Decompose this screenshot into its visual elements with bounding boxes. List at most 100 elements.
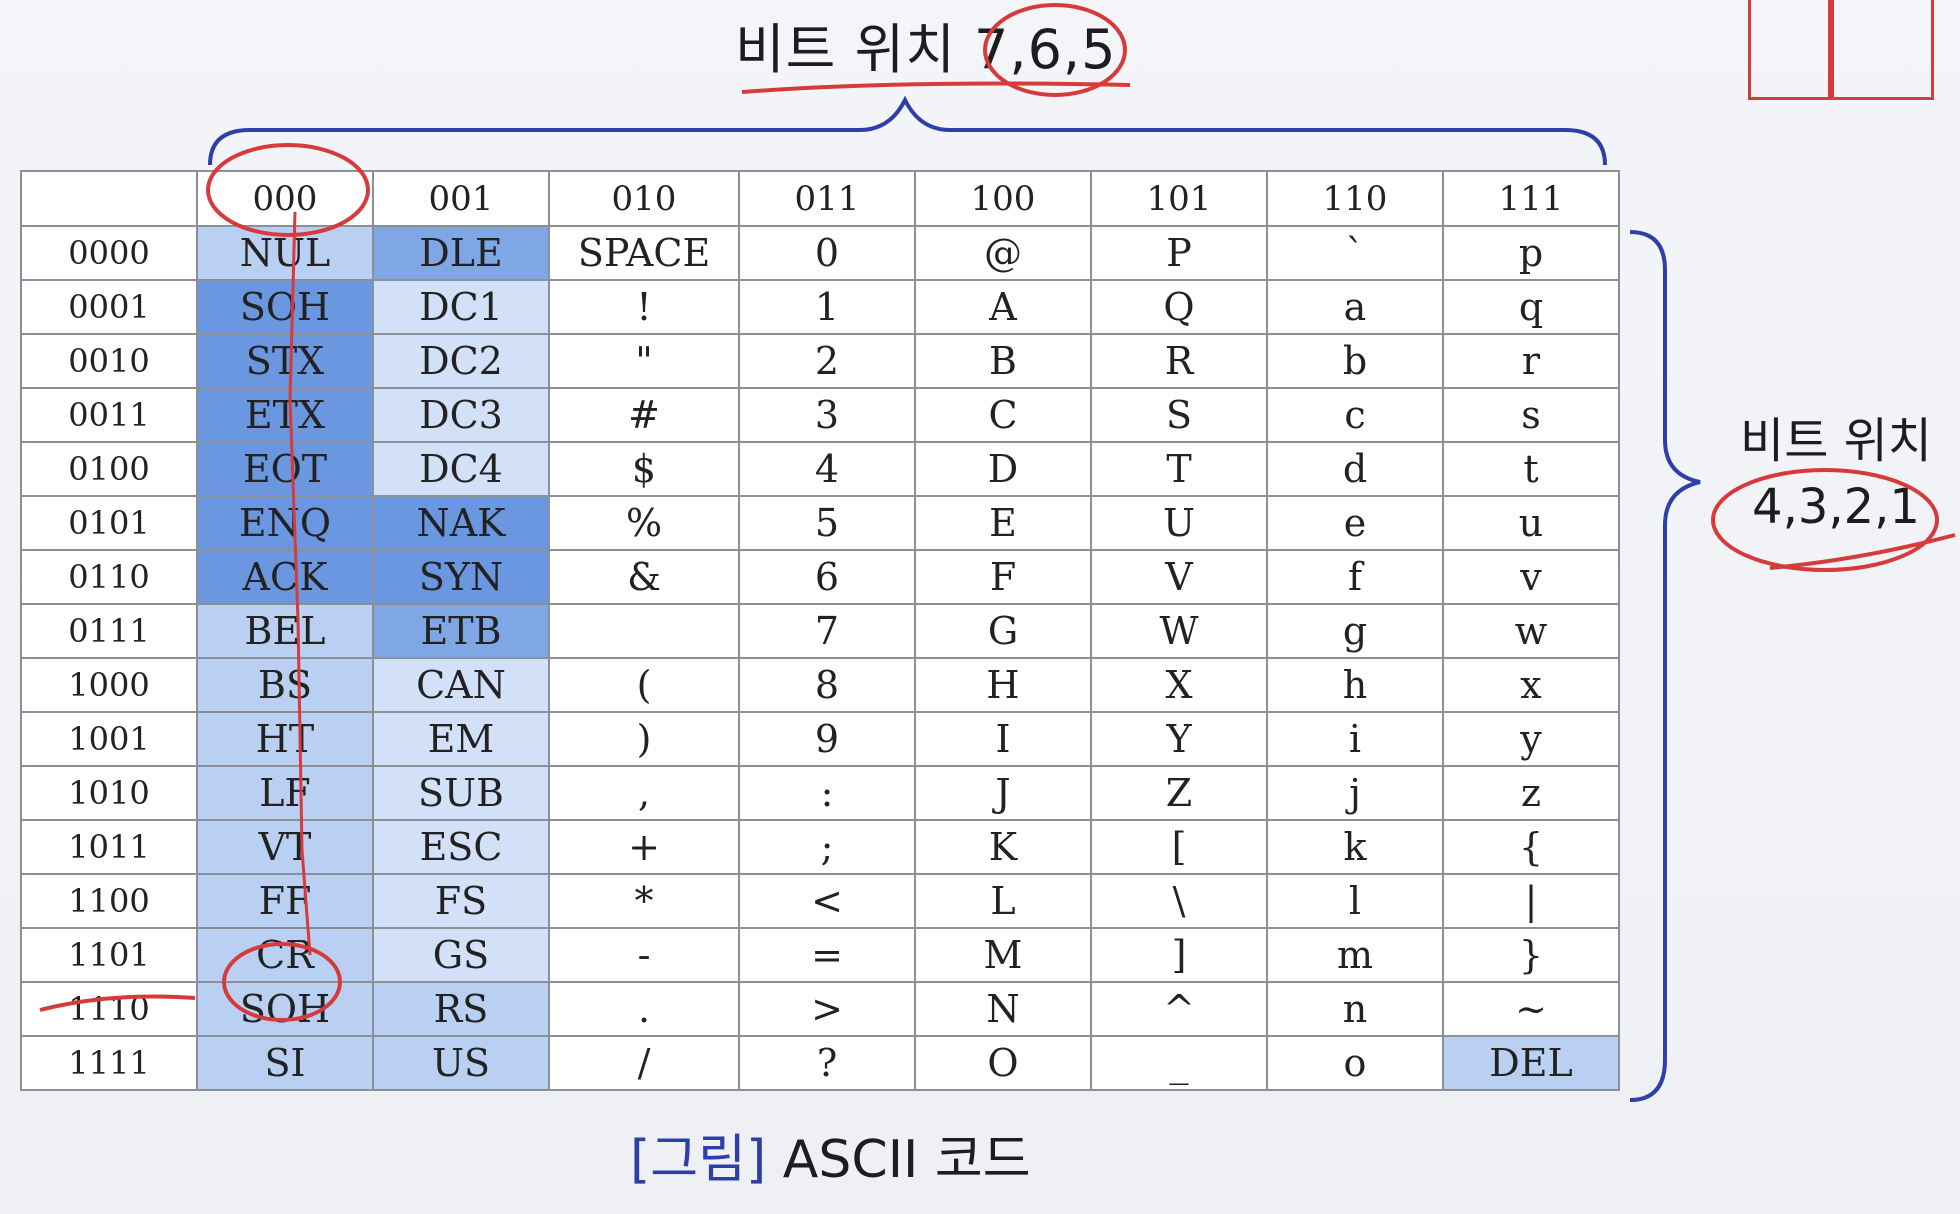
top-brace <box>208 95 1607 166</box>
col-header-101: 101 <box>1090 170 1268 227</box>
code-cell: n <box>1266 981 1444 1037</box>
figure-caption: [그림] ASCII 코드 <box>630 1125 1031 1195</box>
code-cell: ) <box>548 711 740 767</box>
code-cell: J <box>914 765 1092 821</box>
row-header-1000: 1000 <box>20 657 198 713</box>
code-cell: h <box>1266 657 1444 713</box>
caption-figure-word: 그림 <box>650 1130 746 1190</box>
code-cell: GS <box>372 927 550 983</box>
code-cell: s <box>1442 387 1620 443</box>
row-header-1100: 1100 <box>20 873 198 929</box>
table-row: 1110 SOH RS. > N ^ n ~ <box>20 981 1620 1037</box>
code-cell: 7 <box>738 603 916 659</box>
code-cell <box>548 603 740 659</box>
table-row: 1011 VT ESC +; K[k{ <box>20 819 1620 875</box>
code-cell: ( <box>548 657 740 713</box>
code-cell: H <box>914 657 1092 713</box>
code-cell: ETB <box>372 603 550 659</box>
code-cell: x <box>1442 657 1620 713</box>
code-cell: R <box>1090 333 1268 389</box>
side-brace <box>1629 230 1701 1102</box>
code-cell: NUL <box>196 225 374 281</box>
row-header-1101: 1101 <box>20 927 198 983</box>
code-cell: ESC <box>372 819 550 875</box>
code-cell: FF <box>196 873 374 929</box>
code-cell: VT <box>196 819 374 875</box>
code-cell: FS <box>372 873 550 929</box>
code-cell: ! <box>548 279 740 335</box>
code-cell: q <box>1442 279 1620 335</box>
code-cell: ACK <box>196 549 374 605</box>
code-cell: M <box>914 927 1092 983</box>
code-cell: ^ <box>1090 981 1268 1037</box>
code-cell: ~ <box>1442 981 1620 1037</box>
ascii-code-table: 000 001 010 011 100 101 110 111 0000 NUL DLE SPACE 0… <box>20 170 1620 1091</box>
caption-close-bracket: ] <box>745 1130 767 1190</box>
code-cell: T <box>1090 441 1268 497</box>
table-row: 1111 SI US /? O _ o DEL <box>20 1035 1620 1091</box>
code-cell: SOH <box>196 279 374 335</box>
code-cell: CAN <box>372 657 550 713</box>
code-cell: RS <box>372 981 550 1037</box>
corner-cell <box>20 170 198 227</box>
code-cell: E <box>914 495 1092 551</box>
code-cell: 8 <box>738 657 916 713</box>
code-cell: 9 <box>738 711 916 767</box>
code-cell: & <box>548 549 740 605</box>
code-cell: } <box>1442 927 1620 983</box>
row-header-0110: 0110 <box>20 549 198 605</box>
code-cell: I <box>914 711 1092 767</box>
code-cell: f <box>1266 549 1444 605</box>
code-cell: r <box>1442 333 1620 389</box>
code-cell: m <box>1266 927 1444 983</box>
code-cell: - <box>548 927 740 983</box>
code-cell: BS <box>196 657 374 713</box>
code-cell: N <box>914 981 1092 1037</box>
code-cell: SOH <box>196 981 374 1037</box>
partial-box-drawing-2 <box>1828 0 1934 100</box>
row-header-1001: 1001 <box>20 711 198 767</box>
code-cell: % <box>548 495 740 551</box>
code-cell: EM <box>372 711 550 767</box>
code-cell: > <box>738 981 916 1037</box>
code-cell: { <box>1442 819 1620 875</box>
code-cell: p <box>1442 225 1620 281</box>
code-cell: F <box>914 549 1092 605</box>
caption-open-bracket: [ <box>630 1130 651 1190</box>
code-cell: j <box>1266 765 1444 821</box>
code-cell: P <box>1090 225 1268 281</box>
code-cell: / <box>548 1035 740 1091</box>
code-cell: g <box>1266 603 1444 659</box>
code-cell: 1 <box>738 279 916 335</box>
row-header-0100: 0100 <box>20 441 198 497</box>
code-cell: = <box>738 927 916 983</box>
row-header-0010: 0010 <box>20 333 198 389</box>
col-header-111: 111 <box>1442 170 1620 227</box>
table-row: 1100 FF FS * < L \ l | <box>20 873 1620 929</box>
code-cell: 2 <box>738 333 916 389</box>
row-header-0000: 0000 <box>20 225 198 281</box>
code-cell: Y <box>1090 711 1268 767</box>
row-header-1010: 1010 <box>20 765 198 821</box>
code-cell: i <box>1266 711 1444 767</box>
row-header-0001: 0001 <box>20 279 198 335</box>
code-cell: LF <box>196 765 374 821</box>
code-cell: @ <box>914 225 1092 281</box>
code-cell: BEL <box>196 603 374 659</box>
code-cell: DC4 <box>372 441 550 497</box>
code-cell: C <box>914 387 1092 443</box>
code-cell: 3 <box>738 387 916 443</box>
code-cell: 4 <box>738 441 916 497</box>
partial-box-drawing <box>1748 0 1834 100</box>
code-cell: HT <box>196 711 374 767</box>
bit-position-side-label: 비트 위치 4,3,2,1 <box>1716 408 1956 540</box>
code-cell: o <box>1266 1035 1444 1091</box>
